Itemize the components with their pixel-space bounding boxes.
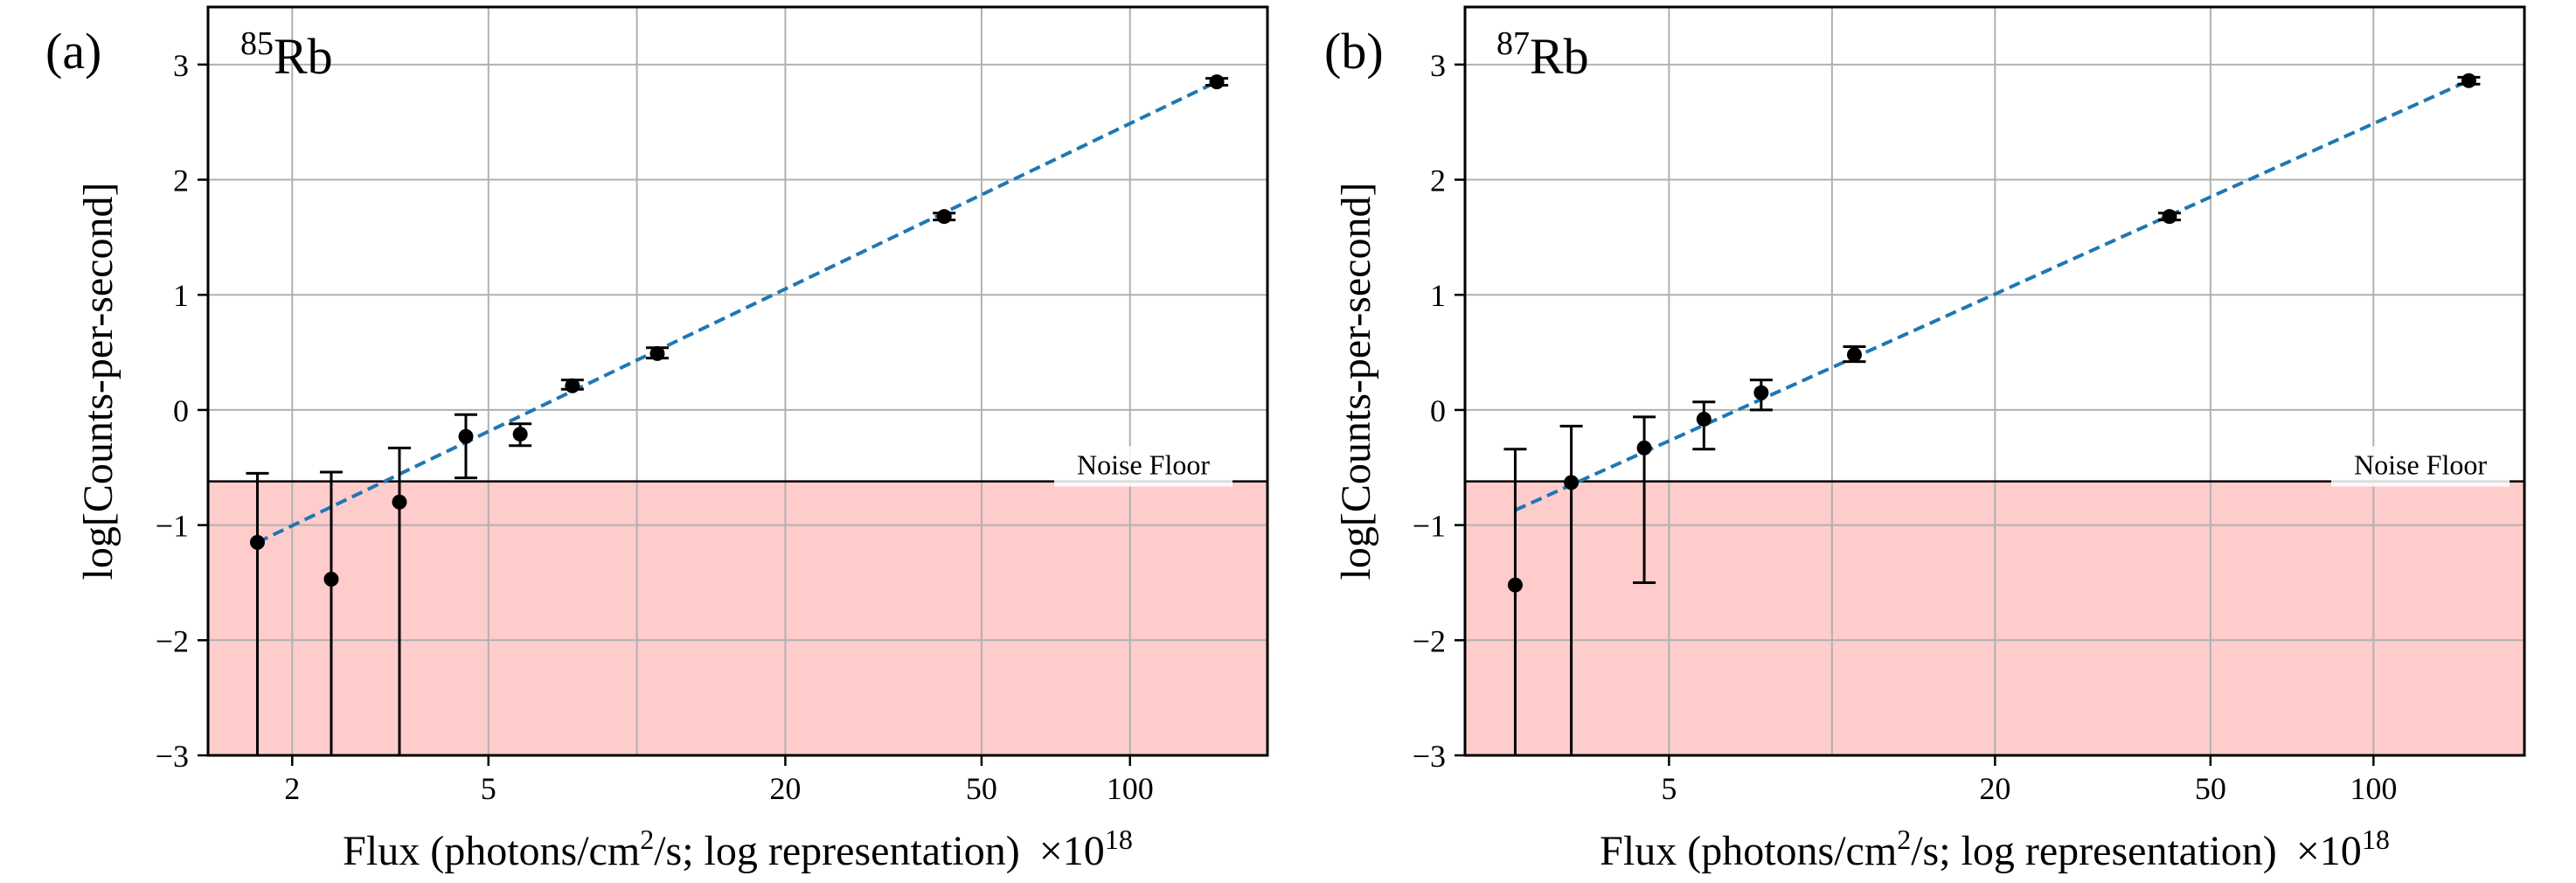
data-point-group: [1503, 448, 1527, 755]
y-tick-label: −2: [1413, 623, 1446, 658]
data-point: [2461, 73, 2476, 88]
y-tick-label: 3: [1430, 48, 1446, 83]
data-point: [323, 572, 339, 588]
y-axis-label: log[Counts-per-second]: [75, 183, 122, 581]
data-point: [1696, 411, 1712, 427]
y-tick-label: 0: [1430, 393, 1446, 428]
x-axis-label-pre: Flux (photons/cm: [343, 828, 640, 874]
y-tick-label: 0: [173, 393, 189, 428]
data-point-group: [560, 378, 584, 393]
x-axis-multiplier-exp: 18: [1105, 824, 1133, 855]
x-tick-label: 50: [966, 771, 997, 806]
panel-a: Noise Floor −3 −2 −1 0 1 2 3 2 5 20 50 100 Flux (phot…: [45, 5, 1269, 874]
y-tick-label: 1: [1430, 278, 1446, 313]
data-point-group: [319, 470, 343, 755]
isotope-label: 87Rb: [1496, 25, 1589, 85]
y-tick-label: −3: [1413, 739, 1446, 774]
data-point: [2162, 209, 2177, 225]
noise-floor-region: [208, 481, 1267, 755]
data-point: [1847, 347, 1863, 363]
y-tick-label: −1: [1413, 509, 1446, 544]
axes-frame: [206, 5, 1269, 757]
x-axis-label-pre: Flux (photons/cm: [1600, 828, 1897, 874]
panel-b: Noise Floor −3 −2 −1 0 1 2 3 5 20 50 100 Flux (photo…: [1324, 5, 2526, 874]
x-tick-label: 20: [769, 771, 801, 806]
fit-line: [256, 80, 1218, 545]
data-point: [1564, 475, 1580, 490]
data-point: [1636, 440, 1652, 455]
data-point-group: [2457, 73, 2481, 88]
data-point: [936, 209, 952, 225]
data-point-group: [1692, 400, 1716, 451]
noise-floor-label: Noise Floor: [2354, 449, 2487, 481]
data-point-group: [1559, 424, 1583, 755]
data-point-group: [1843, 344, 1866, 364]
isotope-label: 85Rb: [240, 25, 333, 85]
x-tick-label: 20: [1979, 771, 2010, 806]
y-tick-label: 2: [1430, 163, 1446, 198]
x-axis-label: Flux (photons/cm2/s; log representation)…: [1600, 824, 2390, 874]
x-axis-multiplier: ×10: [1039, 828, 1105, 874]
x-axis-multiplier-exp: 18: [2362, 824, 2390, 855]
x-tick-label: 50: [2195, 771, 2226, 806]
noise-floor-label-bg: [1054, 446, 1232, 487]
y-tick-label: 1: [173, 278, 189, 313]
isotope-element: Rb: [274, 28, 333, 85]
x-axis-label-sup: 2: [1897, 824, 1911, 855]
x-tick-label: 5: [481, 771, 496, 806]
data-point: [1753, 385, 1769, 400]
y-tick-label: −2: [156, 623, 189, 658]
x-tick-label: 100: [1107, 771, 1154, 806]
data-point: [458, 428, 474, 444]
data-point-group: [2157, 209, 2181, 225]
y-tick-label: −1: [156, 509, 189, 544]
data-point: [649, 345, 665, 361]
data-point-group: [1205, 74, 1229, 90]
x-axis-label: Flux (photons/cm2/s; log representation)…: [343, 824, 1133, 874]
y-axis-label: log[Counts-per-second]: [1333, 183, 1379, 581]
data-point-group: [1633, 415, 1656, 584]
x-axis-label-post: /s; log representation): [654, 828, 1020, 874]
data-point-group: [509, 422, 532, 448]
data-point: [512, 427, 528, 442]
panel-label: (b): [1324, 23, 1384, 80]
data-point-group: [454, 413, 477, 480]
panel-label: (a): [45, 23, 101, 80]
x-axis-multiplier: ×10: [2296, 828, 2362, 874]
isotope-mass: 85: [240, 25, 274, 62]
y-tick-label: 2: [173, 163, 189, 198]
data-point-group: [246, 471, 269, 755]
data-point-group: [1749, 379, 1773, 412]
isotope-mass: 87: [1496, 25, 1530, 62]
x-axis-label-post: /s; log representation): [1911, 828, 2277, 874]
x-tick-label: 5: [1661, 771, 1677, 806]
data-point: [249, 534, 265, 550]
data-point: [392, 494, 407, 510]
noise-floor-label-bg: [2331, 446, 2510, 487]
data-point-group: [933, 209, 956, 225]
x-tick-label: 2: [284, 771, 300, 806]
x-axis-label-sup: 2: [640, 824, 654, 855]
noise-floor-label: Noise Floor: [1077, 449, 1210, 481]
data-point-group: [387, 446, 411, 755]
data-point: [565, 378, 580, 393]
x-tick-label: 100: [2350, 771, 2397, 806]
y-tick-label: 3: [173, 48, 189, 83]
isotope-element: Rb: [1530, 28, 1589, 85]
data-point: [1507, 577, 1523, 593]
data-point-group: [645, 345, 669, 361]
y-tick-label: −3: [156, 739, 189, 774]
data-point: [1209, 74, 1225, 90]
